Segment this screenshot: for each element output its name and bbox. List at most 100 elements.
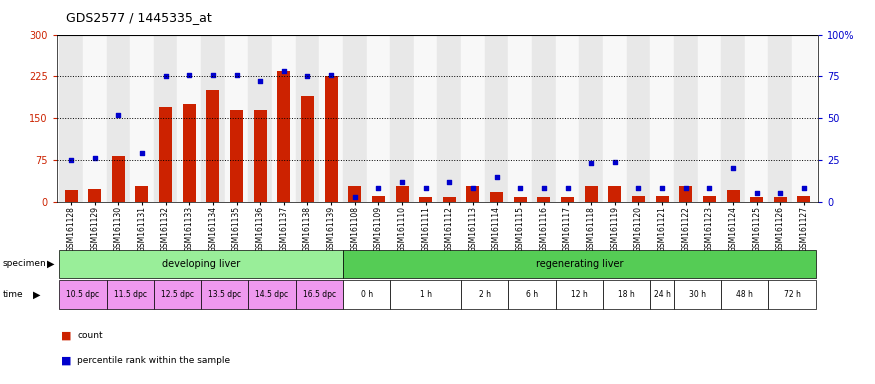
Text: 12 h: 12 h [571, 290, 588, 299]
Bar [703, 196, 716, 202]
Bar [159, 107, 172, 202]
Bar [178, 35, 201, 202]
Bar [514, 197, 527, 202]
Point [206, 71, 220, 78]
Bar [154, 35, 178, 202]
Point [584, 160, 598, 166]
Point [632, 185, 646, 191]
Bar [490, 192, 503, 202]
Bar [655, 196, 668, 202]
Bar [438, 35, 461, 202]
Bar [367, 35, 390, 202]
Bar [721, 35, 745, 202]
Point [253, 78, 267, 84]
Bar [461, 35, 485, 202]
Bar [466, 186, 480, 202]
Bar [112, 156, 125, 202]
Text: 0 h: 0 h [360, 290, 373, 299]
Point [276, 68, 290, 74]
Bar [603, 35, 626, 202]
Text: ■: ■ [61, 331, 72, 341]
Text: ▶: ▶ [33, 290, 41, 300]
Text: specimen: specimen [3, 260, 46, 268]
Point [88, 155, 102, 161]
Text: percentile rank within the sample: percentile rank within the sample [77, 356, 230, 366]
Text: 6 h: 6 h [526, 290, 538, 299]
Bar [206, 90, 220, 202]
Point [608, 159, 622, 165]
Point [490, 174, 504, 180]
Bar [485, 35, 508, 202]
Text: 72 h: 72 h [784, 290, 801, 299]
Text: developing liver: developing liver [162, 259, 241, 269]
Bar [390, 35, 414, 202]
Bar [650, 35, 674, 202]
Bar [679, 186, 692, 202]
Point [395, 179, 409, 185]
Bar [443, 197, 456, 202]
Text: GDS2577 / 1445335_at: GDS2577 / 1445335_at [66, 12, 212, 25]
Bar [726, 190, 739, 202]
Text: 16.5 dpc: 16.5 dpc [303, 290, 336, 299]
Bar [774, 197, 787, 202]
Point [135, 150, 149, 156]
Point [182, 71, 196, 78]
Bar [277, 71, 290, 202]
Bar [414, 35, 438, 202]
Text: 18 h: 18 h [619, 290, 635, 299]
Text: 12.5 dpc: 12.5 dpc [161, 290, 194, 299]
Bar [83, 35, 107, 202]
Point [158, 73, 172, 79]
Bar [65, 190, 78, 202]
Point [324, 71, 338, 78]
Text: ■: ■ [61, 356, 72, 366]
Text: time: time [3, 290, 24, 299]
Bar [348, 186, 361, 202]
Point [64, 157, 78, 163]
Bar [745, 35, 768, 202]
Point [561, 185, 575, 191]
Bar [201, 35, 225, 202]
Bar [792, 35, 816, 202]
Bar [343, 35, 367, 202]
Bar [301, 96, 314, 202]
Text: 30 h: 30 h [689, 290, 706, 299]
Bar [561, 197, 574, 202]
Point [797, 185, 811, 191]
Bar [183, 104, 196, 202]
Text: 24 h: 24 h [654, 290, 670, 299]
Bar [272, 35, 296, 202]
Bar [632, 196, 645, 202]
Bar [319, 35, 343, 202]
Bar [750, 197, 763, 202]
Text: 2 h: 2 h [479, 290, 491, 299]
Bar [537, 197, 550, 202]
Point [300, 73, 314, 79]
Bar [532, 35, 556, 202]
Point [443, 179, 457, 185]
Text: 14.5 dpc: 14.5 dpc [255, 290, 289, 299]
Bar [130, 35, 154, 202]
Bar [556, 35, 579, 202]
Bar [508, 35, 532, 202]
Bar [396, 186, 409, 202]
Bar [225, 35, 248, 202]
Bar [107, 35, 130, 202]
Bar [248, 35, 272, 202]
Point [371, 185, 385, 191]
Bar [296, 35, 319, 202]
Bar [254, 110, 267, 202]
Bar [697, 35, 721, 202]
Point [703, 185, 717, 191]
Bar [325, 76, 338, 202]
Bar [230, 110, 243, 202]
Point [418, 185, 432, 191]
Text: 10.5 dpc: 10.5 dpc [66, 290, 100, 299]
Text: regenerating liver: regenerating liver [536, 259, 623, 269]
Point [655, 185, 669, 191]
Point [229, 71, 243, 78]
Text: 48 h: 48 h [737, 290, 753, 299]
Text: 1 h: 1 h [420, 290, 431, 299]
Text: 13.5 dpc: 13.5 dpc [208, 290, 242, 299]
Point [347, 194, 361, 200]
